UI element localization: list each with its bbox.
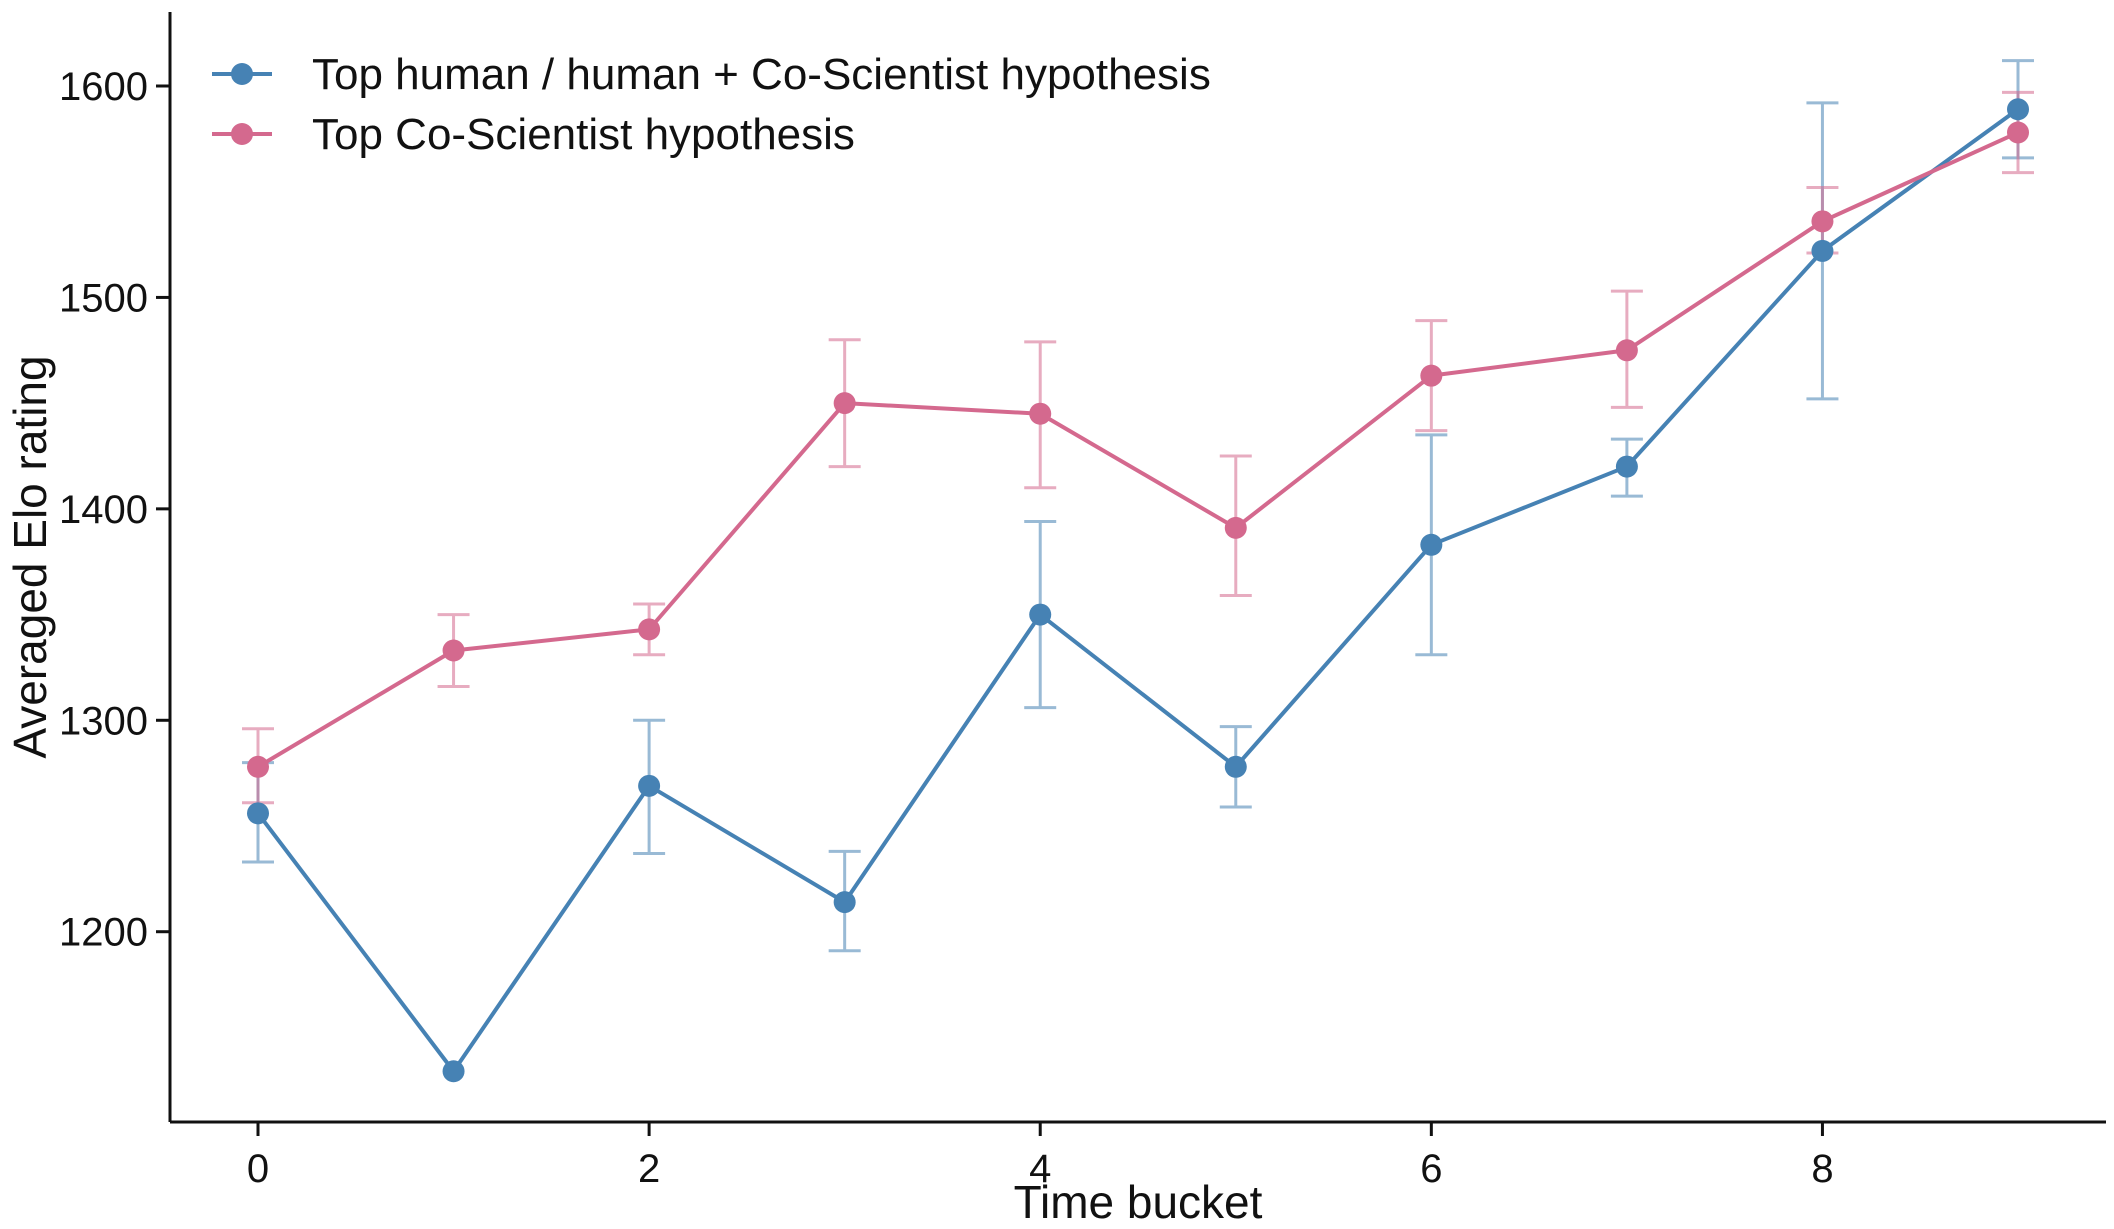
- series-2-point: [2007, 121, 2029, 144]
- y-axis-title: Averaged Elo rating: [4, 355, 56, 758]
- series-1-point: [1420, 533, 1443, 556]
- x-tick-label: 8: [1811, 1147, 1833, 1191]
- series-2-point: [638, 618, 661, 641]
- series-1-line: [256, 107, 2020, 1074]
- axes: [168, 12, 2106, 1124]
- x-tick-label: 4: [1029, 1147, 1051, 1191]
- series-2-point: [1615, 339, 1638, 362]
- series-1-point: [1224, 755, 1247, 778]
- series-1-point: [442, 1060, 465, 1083]
- series-2-point: [1420, 364, 1443, 387]
- series-2-line: [256, 130, 2019, 769]
- series-2-point: [442, 639, 465, 662]
- x-tick-label: 6: [1420, 1147, 1442, 1191]
- series-1-point: [1029, 603, 1052, 626]
- series-2-legend-label: Top Co-Scientist hypothesis: [312, 110, 855, 159]
- y-tick-label: 1200: [59, 911, 148, 955]
- series-2-point: [1811, 210, 1834, 233]
- series-1-point: [247, 802, 269, 825]
- legend: Top human / human + Co-Scientist hypothe…: [212, 50, 1211, 159]
- series-1-legend-label: Top human / human + Co-Scientist hypothe…: [312, 50, 1211, 99]
- series-1-point: [833, 891, 856, 914]
- y-tick-label: 1500: [59, 276, 148, 320]
- series-1-point: [1615, 455, 1638, 478]
- series-2-legend-marker: [231, 123, 253, 145]
- y-tick-label: 1400: [59, 488, 148, 532]
- series-lines: [256, 107, 2020, 1074]
- series-1-legend-marker: [231, 63, 253, 85]
- series-1-point: [638, 774, 661, 797]
- x-tick-label: 0: [247, 1147, 269, 1191]
- series-1-point: [2007, 98, 2029, 121]
- series-2-point: [247, 755, 269, 778]
- y-tick-label: 1600: [59, 65, 148, 109]
- series-2-point: [1224, 516, 1247, 539]
- x-tick-label: 2: [638, 1147, 660, 1191]
- error-bars: [242, 59, 2034, 953]
- x-axis-title: Time bucket: [1014, 1176, 1263, 1228]
- ticks: 0 2 4 6 8 1200 1300 1400 1500 1600: [59, 65, 1834, 1191]
- series-2-point: [1029, 402, 1052, 425]
- series-2-point: [833, 392, 856, 415]
- series-1-point: [1811, 239, 1834, 262]
- series-points: [247, 98, 2029, 1083]
- y-tick-label: 1300: [59, 699, 148, 743]
